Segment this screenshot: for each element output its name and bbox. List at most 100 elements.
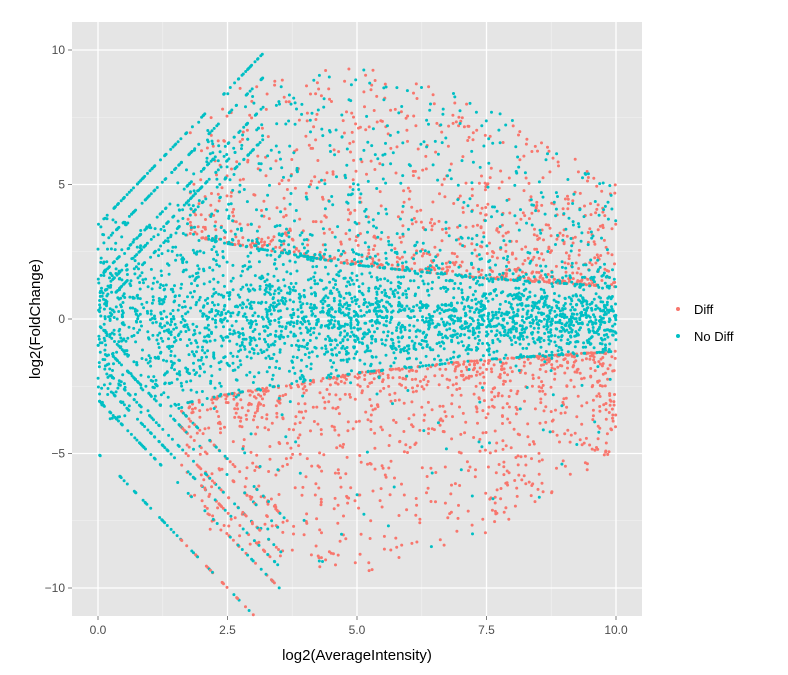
nodiff-point: [254, 244, 258, 248]
diff-point: [489, 367, 493, 371]
nodiff-point: [208, 266, 212, 270]
nodiff-point: [167, 272, 171, 276]
diff-point: [369, 428, 373, 431]
diff-point: [610, 283, 613, 287]
nodiff-point: [338, 308, 342, 312]
nodiff-point: [264, 340, 268, 344]
diff-point: [522, 189, 526, 193]
nodiff-point: [155, 338, 159, 342]
diff-point: [386, 373, 390, 377]
nodiff-point: [569, 249, 573, 253]
diff-point: [425, 383, 429, 387]
nodiff-point: [418, 309, 422, 313]
diff-point: [537, 451, 541, 455]
nodiff-point: [299, 306, 303, 310]
diff-point: [319, 503, 323, 507]
nodiff-point: [302, 254, 306, 258]
nodiff-point: [514, 296, 518, 300]
diff-point: [367, 569, 371, 573]
diff-point: [504, 274, 508, 278]
nodiff-point: [441, 112, 445, 116]
nodiff-point: [404, 292, 408, 296]
diff-point: [606, 251, 610, 255]
nodiff-point: [544, 350, 548, 353]
nodiff-point: [511, 297, 515, 301]
nodiff-point: [580, 383, 584, 387]
nodiff-point: [349, 323, 353, 327]
nodiff-point: [311, 265, 315, 269]
nodiff-point: [504, 300, 508, 303]
nodiff-point: [350, 300, 354, 304]
diff-point: [397, 514, 401, 517]
diff-point: [520, 270, 524, 274]
nodiff-point: [495, 294, 499, 297]
nodiff-point: [479, 358, 483, 362]
nodiff-point: [189, 388, 193, 392]
nodiff-point: [384, 251, 388, 255]
nodiff-point: [163, 229, 166, 233]
nodiff-point: [561, 238, 565, 242]
nodiff-point: [409, 316, 413, 320]
nodiff-point: [444, 136, 448, 140]
nodiff-point: [603, 281, 607, 285]
diff-point: [591, 418, 595, 422]
diff-point: [461, 155, 465, 159]
diff-point: [197, 400, 201, 404]
nodiff-point: [553, 334, 557, 338]
diff-point: [254, 432, 258, 436]
diff-point: [544, 223, 548, 227]
nodiff-point: [164, 295, 167, 299]
diff-point: [223, 236, 227, 240]
diff-point: [553, 377, 557, 381]
nodiff-point: [373, 320, 377, 324]
diff-point: [459, 432, 463, 436]
nodiff-point: [302, 377, 306, 381]
nodiff-point: [574, 330, 578, 334]
diff-point: [535, 204, 539, 207]
nodiff-point: [315, 354, 319, 358]
diff-point: [597, 379, 601, 383]
nodiff-point: [161, 284, 165, 288]
nodiff-point: [329, 289, 333, 293]
nodiff-point: [508, 268, 512, 272]
diff-point: [499, 169, 503, 173]
diff-point: [311, 220, 315, 224]
nodiff-point: [579, 314, 583, 318]
nodiff-point: [294, 343, 298, 347]
diff-point: [271, 238, 275, 242]
nodiff-point: [514, 364, 518, 368]
diff-point: [488, 497, 492, 501]
diff-point: [535, 263, 538, 267]
diff-point: [369, 413, 373, 417]
nodiff-point: [207, 335, 211, 338]
diff-point: [292, 428, 295, 432]
nodiff-point: [370, 302, 373, 306]
diff-point: [589, 367, 593, 370]
diff-point: [268, 457, 272, 461]
diff-point: [215, 173, 218, 177]
diff-point: [488, 241, 491, 245]
nodiff-point: [173, 294, 177, 298]
nodiff-point: [281, 251, 285, 255]
diff-point: [278, 246, 282, 249]
diff-point: [456, 516, 460, 520]
nodiff-point: [599, 309, 603, 313]
nodiff-point: [393, 288, 397, 292]
nodiff-point: [423, 336, 427, 339]
diff-point: [251, 461, 255, 465]
nodiff-point: [309, 286, 313, 290]
nodiff-point: [385, 124, 389, 128]
nodiff-point: [111, 218, 115, 222]
nodiff-point: [352, 282, 356, 286]
nodiff-point: [231, 238, 235, 242]
nodiff-point: [263, 292, 267, 296]
diff-point: [458, 405, 461, 409]
diff-point: [474, 384, 478, 388]
nodiff-point: [554, 243, 557, 246]
nodiff-point: [333, 346, 337, 350]
diff-point: [368, 372, 372, 376]
nodiff-point: [568, 340, 572, 344]
diff-point: [314, 482, 318, 486]
nodiff-point: [364, 215, 368, 219]
nodiff-point: [472, 277, 476, 281]
